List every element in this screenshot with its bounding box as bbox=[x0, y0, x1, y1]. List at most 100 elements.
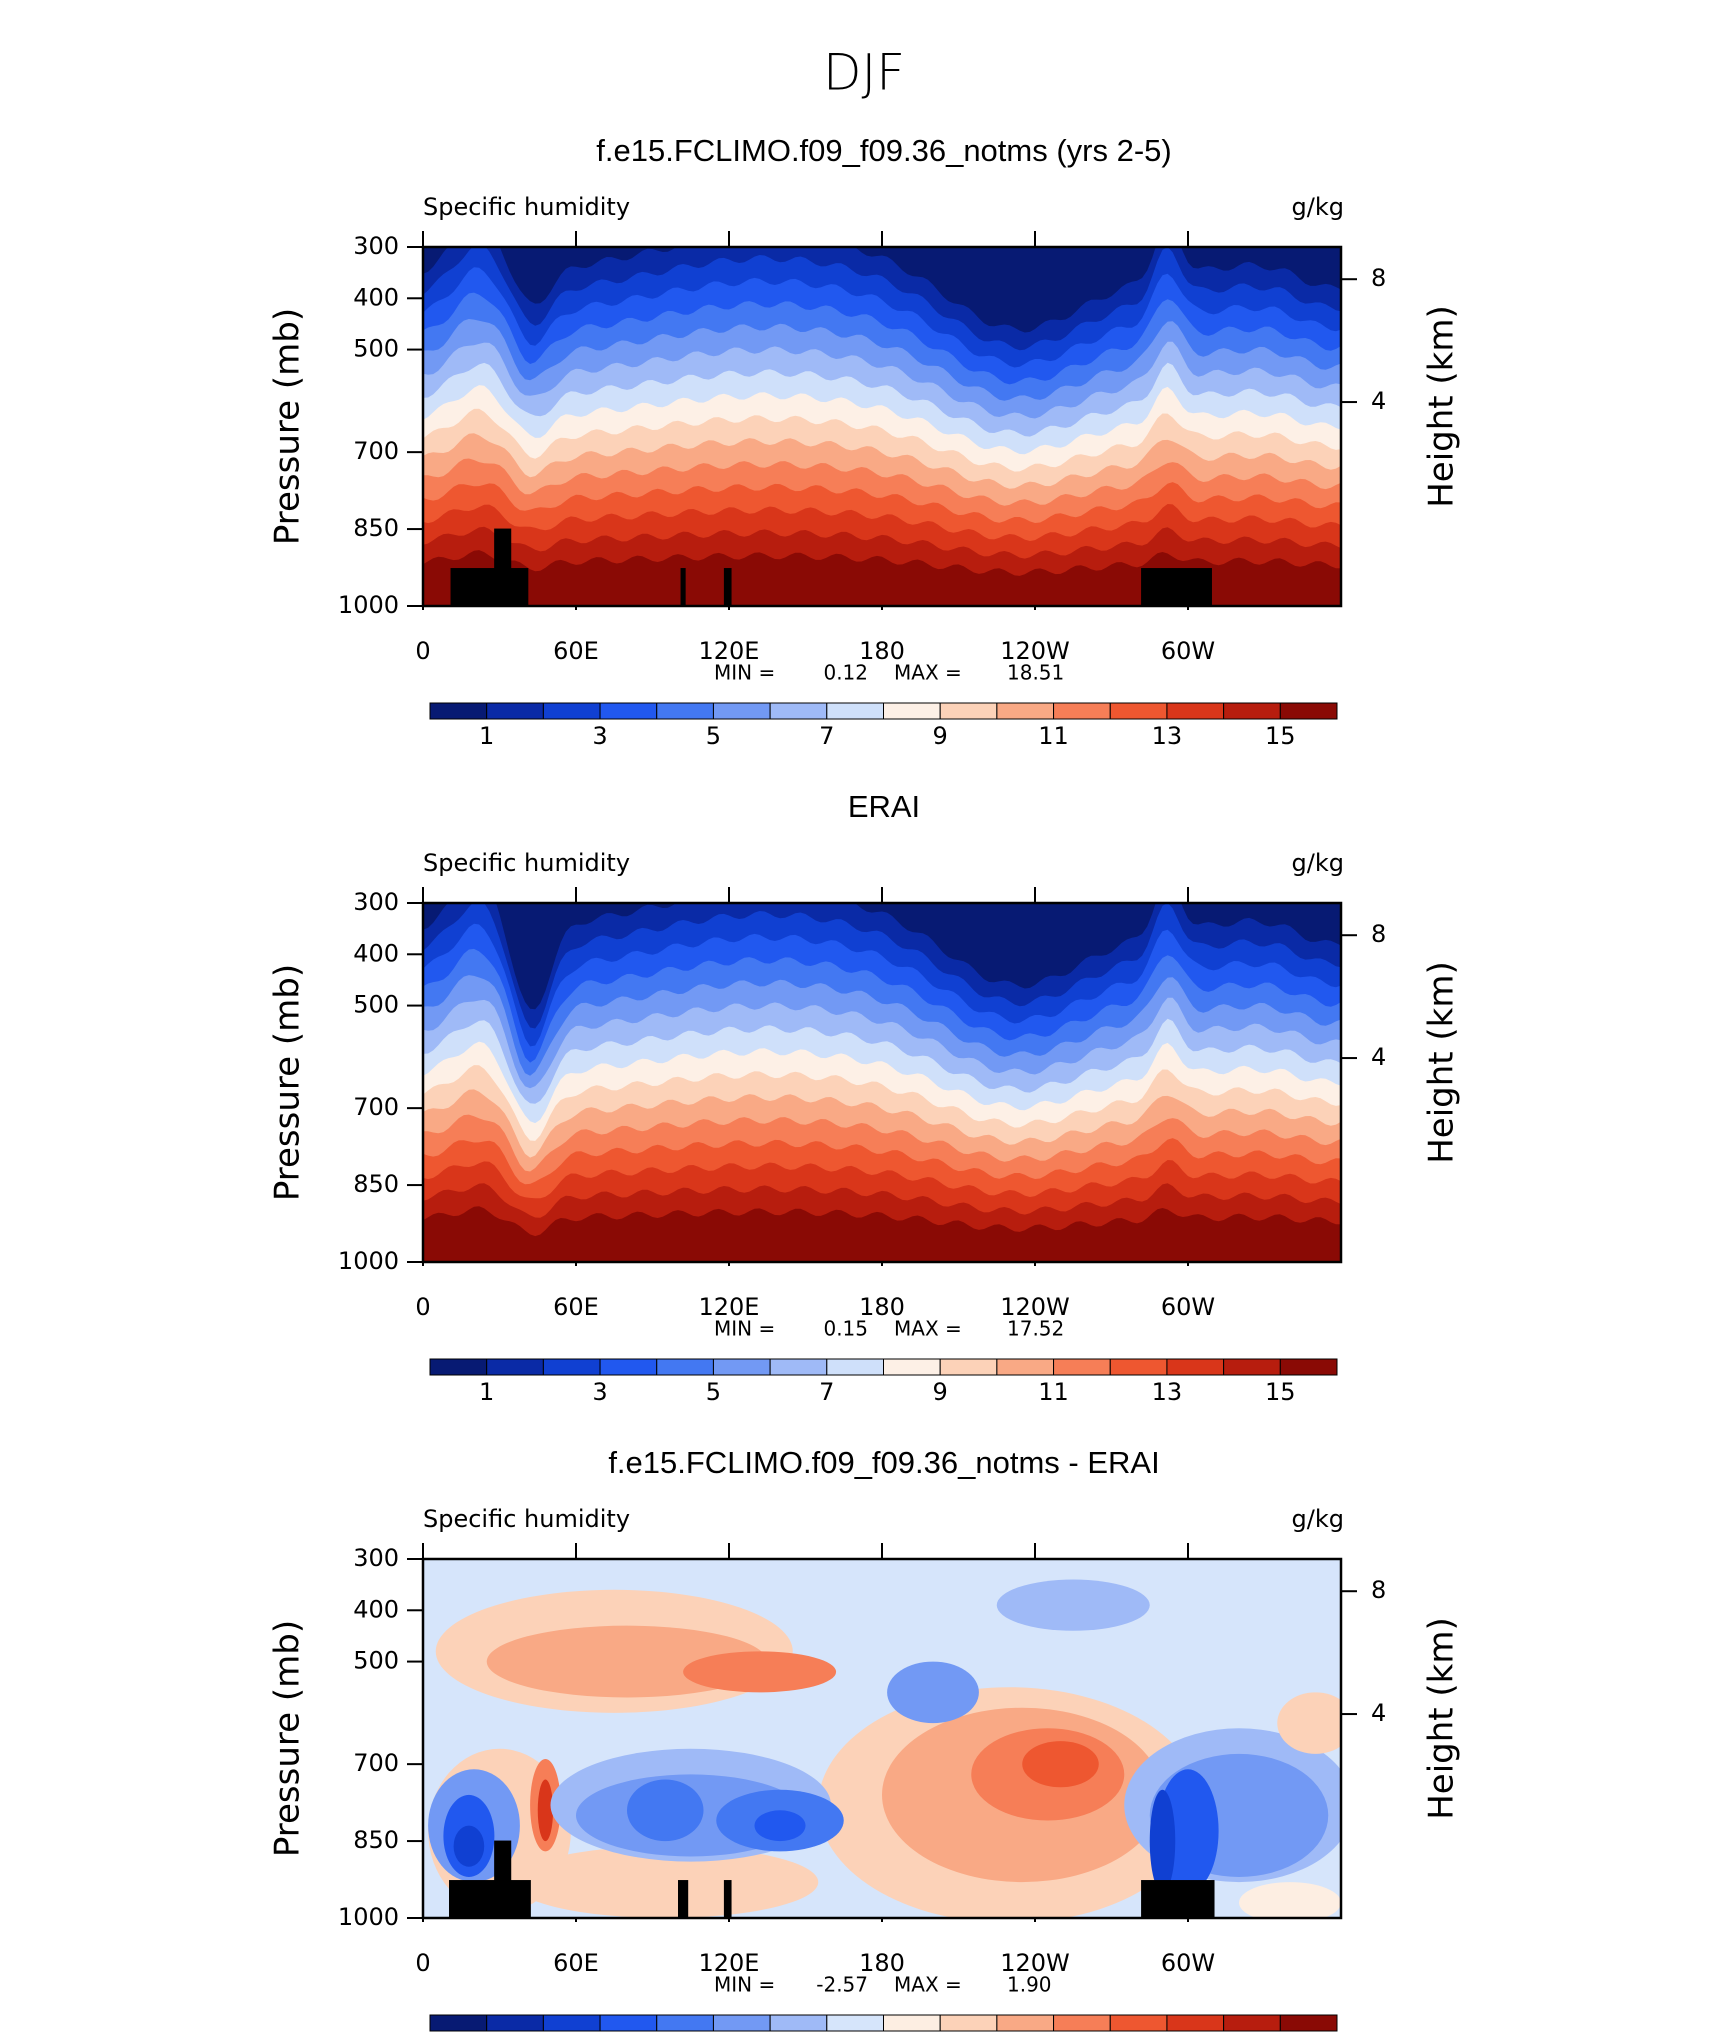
colorbar-label: 7 bbox=[819, 722, 834, 750]
colorbar-box bbox=[656, 702, 714, 720]
x-tick-label: 120E bbox=[699, 637, 760, 665]
colorbar-label: 3 bbox=[592, 1378, 607, 1406]
colorbar-box bbox=[1053, 1358, 1111, 1376]
colorbar-label: -0.3 bbox=[747, 2034, 794, 2038]
colorbar-label: 0.3 bbox=[978, 2034, 1016, 2038]
colorbar-box bbox=[1053, 2014, 1111, 2032]
y2-axis-label: Height (km) bbox=[1422, 961, 1462, 1164]
topography bbox=[494, 1840, 512, 1918]
topography bbox=[678, 1880, 689, 1918]
y2-tick-label: 4 bbox=[1371, 1699, 1386, 1727]
contour-band bbox=[1277, 1692, 1341, 1754]
contour-band bbox=[1149, 1789, 1176, 1893]
min-value: -2.57 bbox=[816, 1973, 868, 1997]
colorbar-box bbox=[486, 702, 544, 720]
contour-band bbox=[683, 1651, 837, 1693]
colorbar-box bbox=[486, 1358, 544, 1376]
colorbar-box bbox=[1223, 2014, 1281, 2032]
topography bbox=[450, 568, 529, 606]
y-axis-label: Pressure (mb) bbox=[268, 964, 308, 1201]
y-tick-label: 700 bbox=[353, 1093, 399, 1121]
panel-title: f.e15.FCLIMO.f09_f09.36_notms (yrs 2-5) bbox=[596, 133, 1171, 168]
y-tick-label: 850 bbox=[353, 514, 399, 542]
y-tick-label: 1000 bbox=[338, 1903, 399, 1931]
figure-title: DJF bbox=[823, 44, 905, 102]
colorbar-box bbox=[1223, 1358, 1281, 1376]
contour-band bbox=[537, 1779, 554, 1842]
colorbar-box bbox=[1223, 702, 1281, 720]
topography bbox=[680, 568, 686, 606]
panel-title: f.e15.FCLIMO.f09_f09.36_notms - ERAI bbox=[608, 1445, 1159, 1480]
colorbar-box bbox=[542, 702, 601, 720]
y2-axis-label: Height (km) bbox=[1422, 305, 1462, 508]
y-tick-label: 700 bbox=[353, 437, 399, 465]
y-tick-label: 1000 bbox=[338, 1247, 399, 1275]
colorbar-box bbox=[429, 2014, 488, 2032]
y2-tick-label: 8 bbox=[1371, 920, 1386, 948]
contour-band bbox=[512, 1846, 819, 1918]
contour-field bbox=[423, 247, 1341, 606]
colorbar-box bbox=[1279, 702, 1338, 720]
colorbar-label: 15 bbox=[1265, 1378, 1296, 1406]
colorbar-box bbox=[1109, 2014, 1168, 2032]
colorbar-label: 13 bbox=[1152, 1378, 1183, 1406]
colorbar-label: 15 bbox=[1265, 722, 1296, 750]
y-axis-label: Pressure (mb) bbox=[268, 1620, 308, 1857]
y-tick-label: 400 bbox=[353, 283, 399, 311]
colorbar-box bbox=[712, 2014, 771, 2032]
min-label: MIN = bbox=[714, 661, 775, 685]
y-tick-label: 500 bbox=[353, 335, 399, 363]
colorbar-box bbox=[1279, 2014, 1338, 2032]
x-tick-label: 0 bbox=[415, 637, 430, 665]
panel-title: ERAI bbox=[848, 789, 920, 824]
colorbar-box bbox=[712, 702, 771, 720]
colorbar-box bbox=[826, 2014, 884, 2032]
x-tick-label: 60E bbox=[553, 1293, 599, 1321]
colorbar-box bbox=[883, 1358, 941, 1376]
y2-axis-label: Height (km) bbox=[1422, 1617, 1462, 1820]
units: g/kg bbox=[1292, 1505, 1344, 1533]
y-tick-label: 1000 bbox=[338, 591, 399, 619]
y-tick-label: 700 bbox=[353, 1749, 399, 1777]
contour-band bbox=[996, 1579, 1150, 1631]
colorbar-label: -0.9 bbox=[633, 2034, 680, 2038]
colorbar-label: 1.5 bbox=[1205, 2034, 1243, 2038]
contour-band bbox=[887, 1661, 979, 1724]
contour-band bbox=[754, 1810, 806, 1842]
contour-field bbox=[423, 903, 1341, 1262]
y-tick-label: 500 bbox=[353, 991, 399, 1019]
colorbar-box bbox=[1166, 1358, 1225, 1376]
colorbar-box bbox=[769, 702, 828, 720]
y2-tick-label: 8 bbox=[1371, 264, 1386, 292]
topography bbox=[1141, 1880, 1215, 1918]
x-tick-label: 0 bbox=[415, 1949, 430, 1977]
contour-band bbox=[423, 1206, 1341, 1262]
y-tick-label: 850 bbox=[353, 1826, 399, 1854]
x-tick-label: 60W bbox=[1161, 1293, 1215, 1321]
colorbar-box bbox=[1166, 2014, 1225, 2032]
topography bbox=[1141, 568, 1212, 606]
min-value: 0.15 bbox=[823, 1317, 868, 1341]
colorbar-box bbox=[769, 1358, 828, 1376]
max-label: MAX = bbox=[894, 1317, 962, 1341]
x-tick-label: 60W bbox=[1161, 1949, 1215, 1977]
colorbar-label: 9 bbox=[933, 1378, 948, 1406]
topography bbox=[449, 1880, 531, 1918]
colorbar-box bbox=[939, 1358, 998, 1376]
colorbar-label: 5 bbox=[706, 1378, 721, 1406]
y-tick-label: 300 bbox=[353, 888, 399, 916]
units: g/kg bbox=[1292, 193, 1344, 221]
y-tick-label: 500 bbox=[353, 1647, 399, 1675]
colorbar-box bbox=[996, 2014, 1055, 2032]
colorbar-box bbox=[883, 702, 941, 720]
contour-band bbox=[423, 550, 1341, 606]
colorbar-label: 13 bbox=[1152, 722, 1183, 750]
min-label: MIN = bbox=[714, 1317, 775, 1341]
colorbar-label: 11 bbox=[1038, 1378, 1069, 1406]
colorbar-label: 1 bbox=[479, 1378, 494, 1406]
colorbar-box bbox=[883, 2014, 941, 2032]
variable-name: Specific humidity bbox=[423, 849, 630, 877]
colorbar-box bbox=[1053, 702, 1111, 720]
x-tick-label: 120E bbox=[699, 1293, 760, 1321]
colorbar-box bbox=[429, 1358, 488, 1376]
